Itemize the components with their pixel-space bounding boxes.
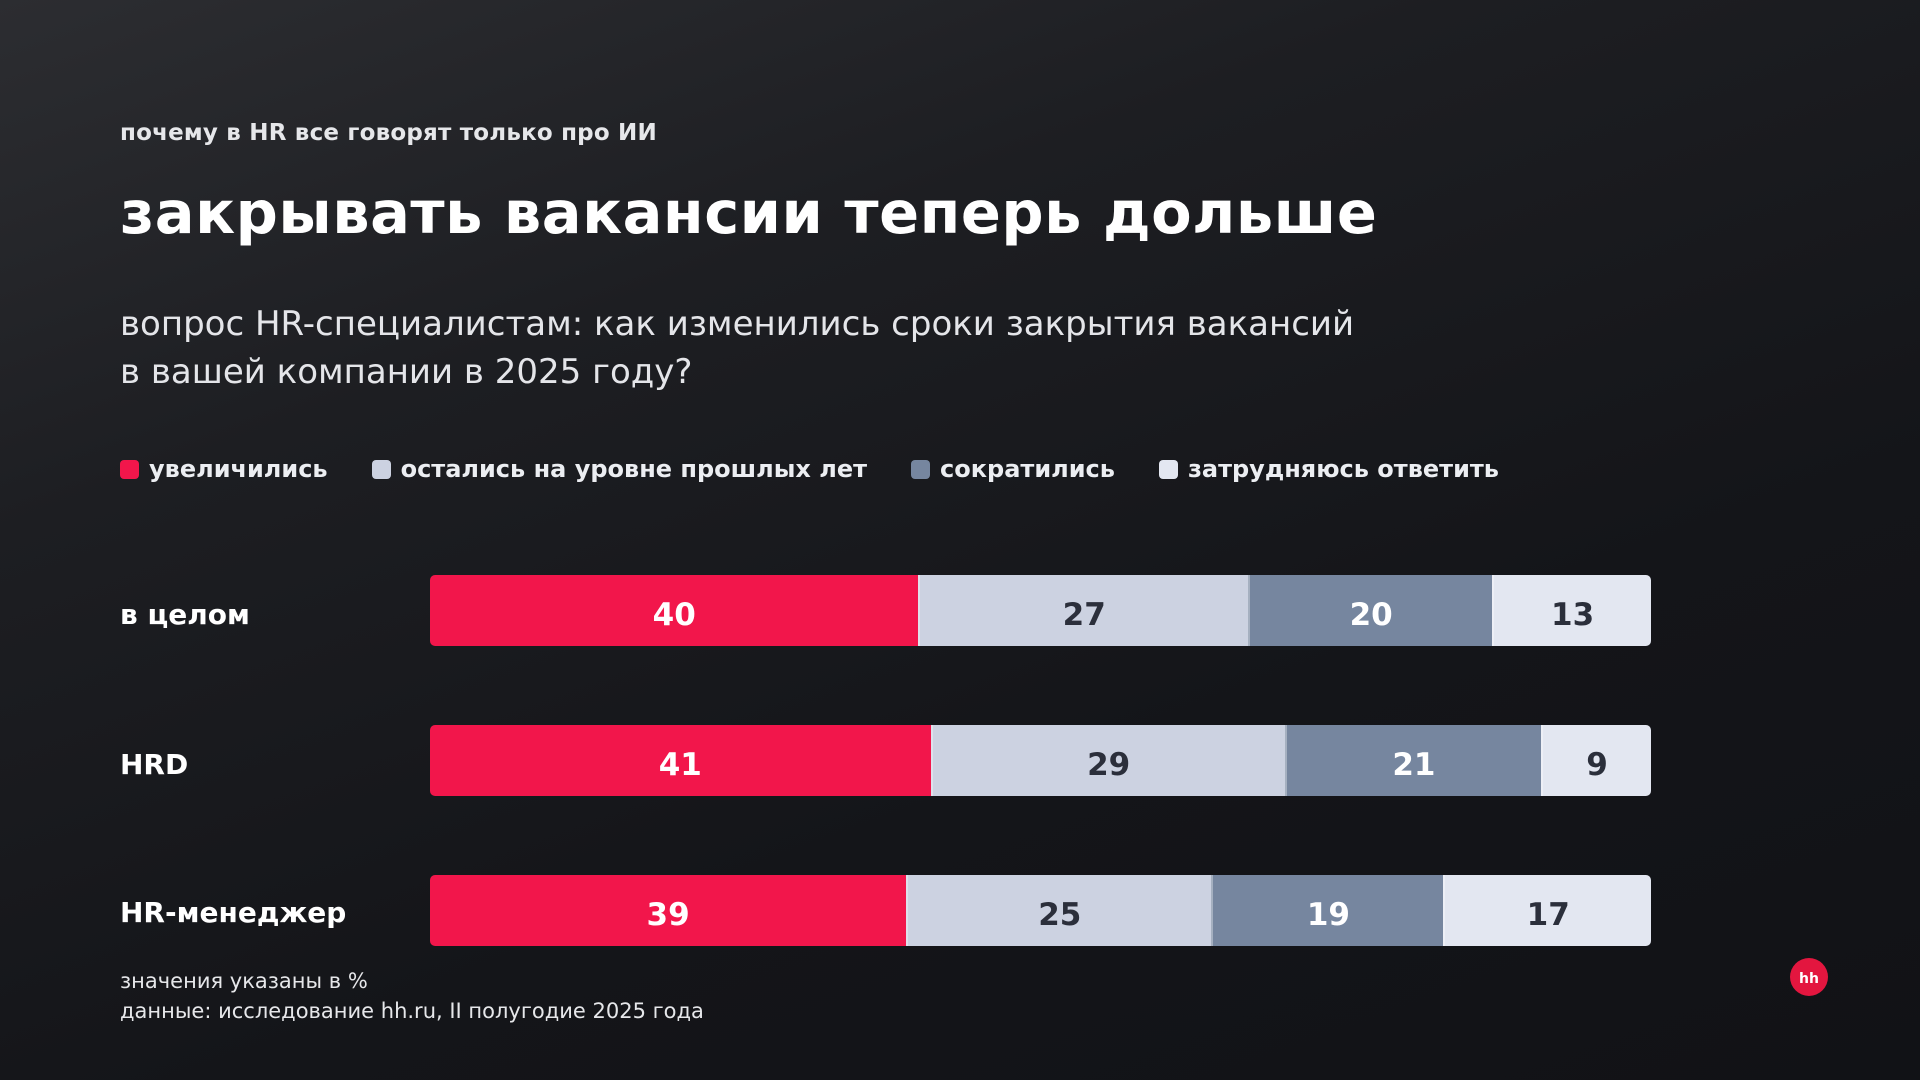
hh-logo: hh [1790,958,1828,996]
data-label: 27 [1062,596,1106,633]
data-label: 19 [1306,896,1350,933]
question: вопрос HR-специалистам: как изменились с… [120,300,1420,396]
kicker: почему в HR все говорят только про ИИ [120,120,657,146]
bar-segment: 41 [430,725,931,796]
data-label: 13 [1551,596,1595,633]
data-label: 20 [1349,596,1393,633]
data-label: 21 [1392,746,1436,783]
stacked-bar: 41 29 21 9 [430,725,1651,796]
page-title: закрывать вакансии теперь дольше [120,178,1378,247]
legend-swatch [371,459,391,479]
bar-segment: 25 [906,875,1212,946]
bar-segment: 27 [918,575,1249,646]
bar-segment: 40 [430,575,919,646]
data-label: 41 [658,746,702,783]
legend-label: увеличились [149,455,328,483]
legend-label: затрудняюсь ответить [1187,455,1499,483]
question-line-2: в вашей компании в 2025 году? [120,352,693,392]
legend-swatch [120,459,139,479]
data-label: 17 [1526,896,1570,933]
data-label: 39 [646,896,690,933]
bar-segment: 19 [1211,875,1444,946]
row-label: HR-менеджер [120,896,347,929]
source-note: данные: исследование hh.ru, II полугодие… [120,999,704,1023]
stacked-bar: 40 27 20 13 [430,575,1651,646]
legend-item: сократились [911,455,1115,483]
legend-swatch [911,459,931,479]
legend-label: сократились [940,455,1115,483]
data-label: 9 [1586,746,1608,783]
legend-item: увеличились [120,455,328,483]
data-label: 25 [1038,896,1082,933]
legend-item: затрудняюсь ответить [1158,455,1499,483]
stacked-bar: 39 25 19 17 [430,875,1651,946]
legend-item: остались на уровне прошлых лет [371,455,868,483]
data-label: 29 [1087,746,1131,783]
units-note: значения указаны в % [120,969,368,993]
bar-segment: 39 [430,875,907,946]
bar-segment: 29 [930,725,1285,796]
data-label: 40 [652,596,696,633]
bar-segment: 20 [1248,575,1493,646]
row-label: в целом [120,598,250,631]
bar-segment: 13 [1492,575,1651,646]
question-line-1: вопрос HR-специалистам: как изменились с… [120,304,1355,344]
bar-segment: 21 [1284,725,1542,796]
bar-segment: 9 [1541,725,1651,796]
legend: увеличились остались на уровне прошлых ле… [120,452,1543,486]
row-label: HRD [120,748,189,781]
bar-segment: 17 [1443,875,1651,946]
footnote: значения указаны в % данные: исследовани… [120,966,704,1026]
legend-label: остались на уровне прошлых лет [400,455,868,483]
legend-swatch [1158,459,1178,479]
